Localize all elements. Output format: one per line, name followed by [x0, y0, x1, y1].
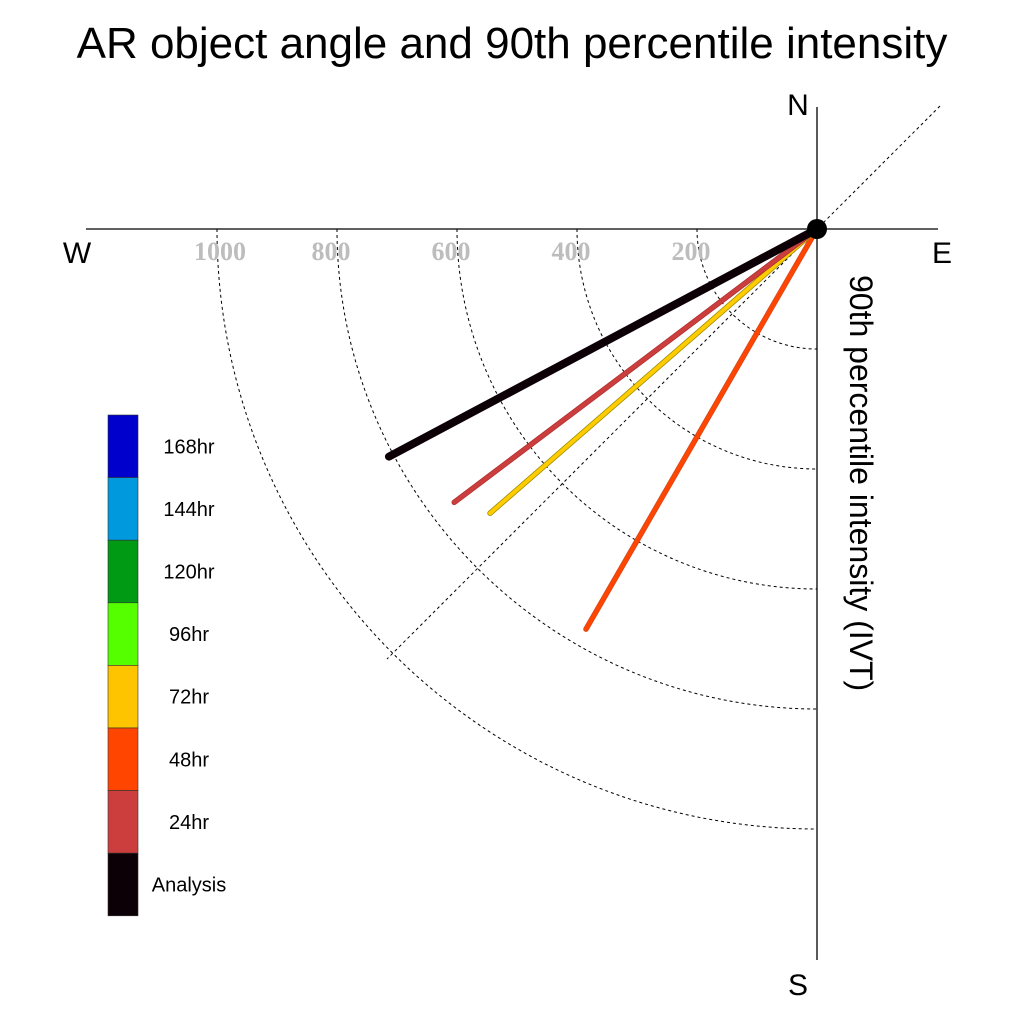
- series-line-body: [452, 227, 819, 505]
- chart-axes: [86, 105, 941, 960]
- series-line-48hr: [583, 226, 820, 632]
- chart-grid: [216, 228, 818, 830]
- legend-swatch-48hr: [107, 727, 139, 791]
- radial-tick-400: 400: [552, 237, 591, 266]
- radial-axis-label: 90th percentile intensity (IVT): [843, 275, 879, 691]
- series-line-analysis: [384, 225, 821, 461]
- legend-label-168hr: 168hr: [163, 436, 214, 458]
- series-line-body: [584, 227, 819, 632]
- reference-angle-line: [386, 105, 941, 660]
- grid-arc-600: [456, 228, 818, 590]
- radial-tick-200: 200: [672, 237, 711, 266]
- radial-tick-800: 800: [312, 237, 351, 266]
- radial-tick-600: 600: [432, 237, 471, 266]
- legend: 168hr 144hr 120hr 96hr 72hr 48hr 24hr Analysis: [107, 414, 226, 917]
- compass-east: E: [932, 237, 952, 270]
- legend-swatch-168hr: [107, 414, 139, 478]
- legend-label-72hr: 72hr: [169, 687, 209, 709]
- legend-label-120hr: 120hr: [163, 562, 214, 584]
- legend-label-96hr: 96hr: [169, 624, 209, 646]
- grid-arc-1000: [216, 228, 818, 830]
- legend-swatch-24hr: [107, 790, 139, 854]
- radial-tick-1000: 1000: [194, 237, 246, 266]
- radial-tick-labels: 200 400 600 800 1000: [194, 237, 711, 266]
- compass-west: W: [63, 237, 92, 270]
- legend-label-48hr: 48hr: [169, 749, 209, 771]
- legend-swatch-analysis: [107, 852, 139, 917]
- series-line-body: [488, 227, 819, 516]
- origin-marker: [807, 219, 827, 239]
- series-line-24hr: [451, 226, 820, 506]
- grid-arc-400: [576, 228, 818, 470]
- legend-label-144hr: 144hr: [163, 499, 214, 521]
- compass-south: S: [788, 969, 808, 1002]
- compass-north: N: [787, 89, 809, 122]
- legend-label-analysis: Analysis: [152, 875, 226, 897]
- series-line-body: [384, 225, 821, 461]
- series-lines: [384, 225, 821, 632]
- grid-arc-200: [696, 228, 818, 350]
- legend-swatch-96hr: [107, 602, 139, 666]
- chart-title: AR object angle and 90th percentile inte…: [77, 19, 948, 68]
- legend-swatch-120hr: [107, 539, 139, 604]
- legend-label-24hr: 24hr: [169, 812, 209, 834]
- series-line-72hr: [487, 226, 820, 516]
- legend-swatch-72hr: [107, 665, 139, 729]
- legend-swatch-144hr: [107, 477, 139, 541]
